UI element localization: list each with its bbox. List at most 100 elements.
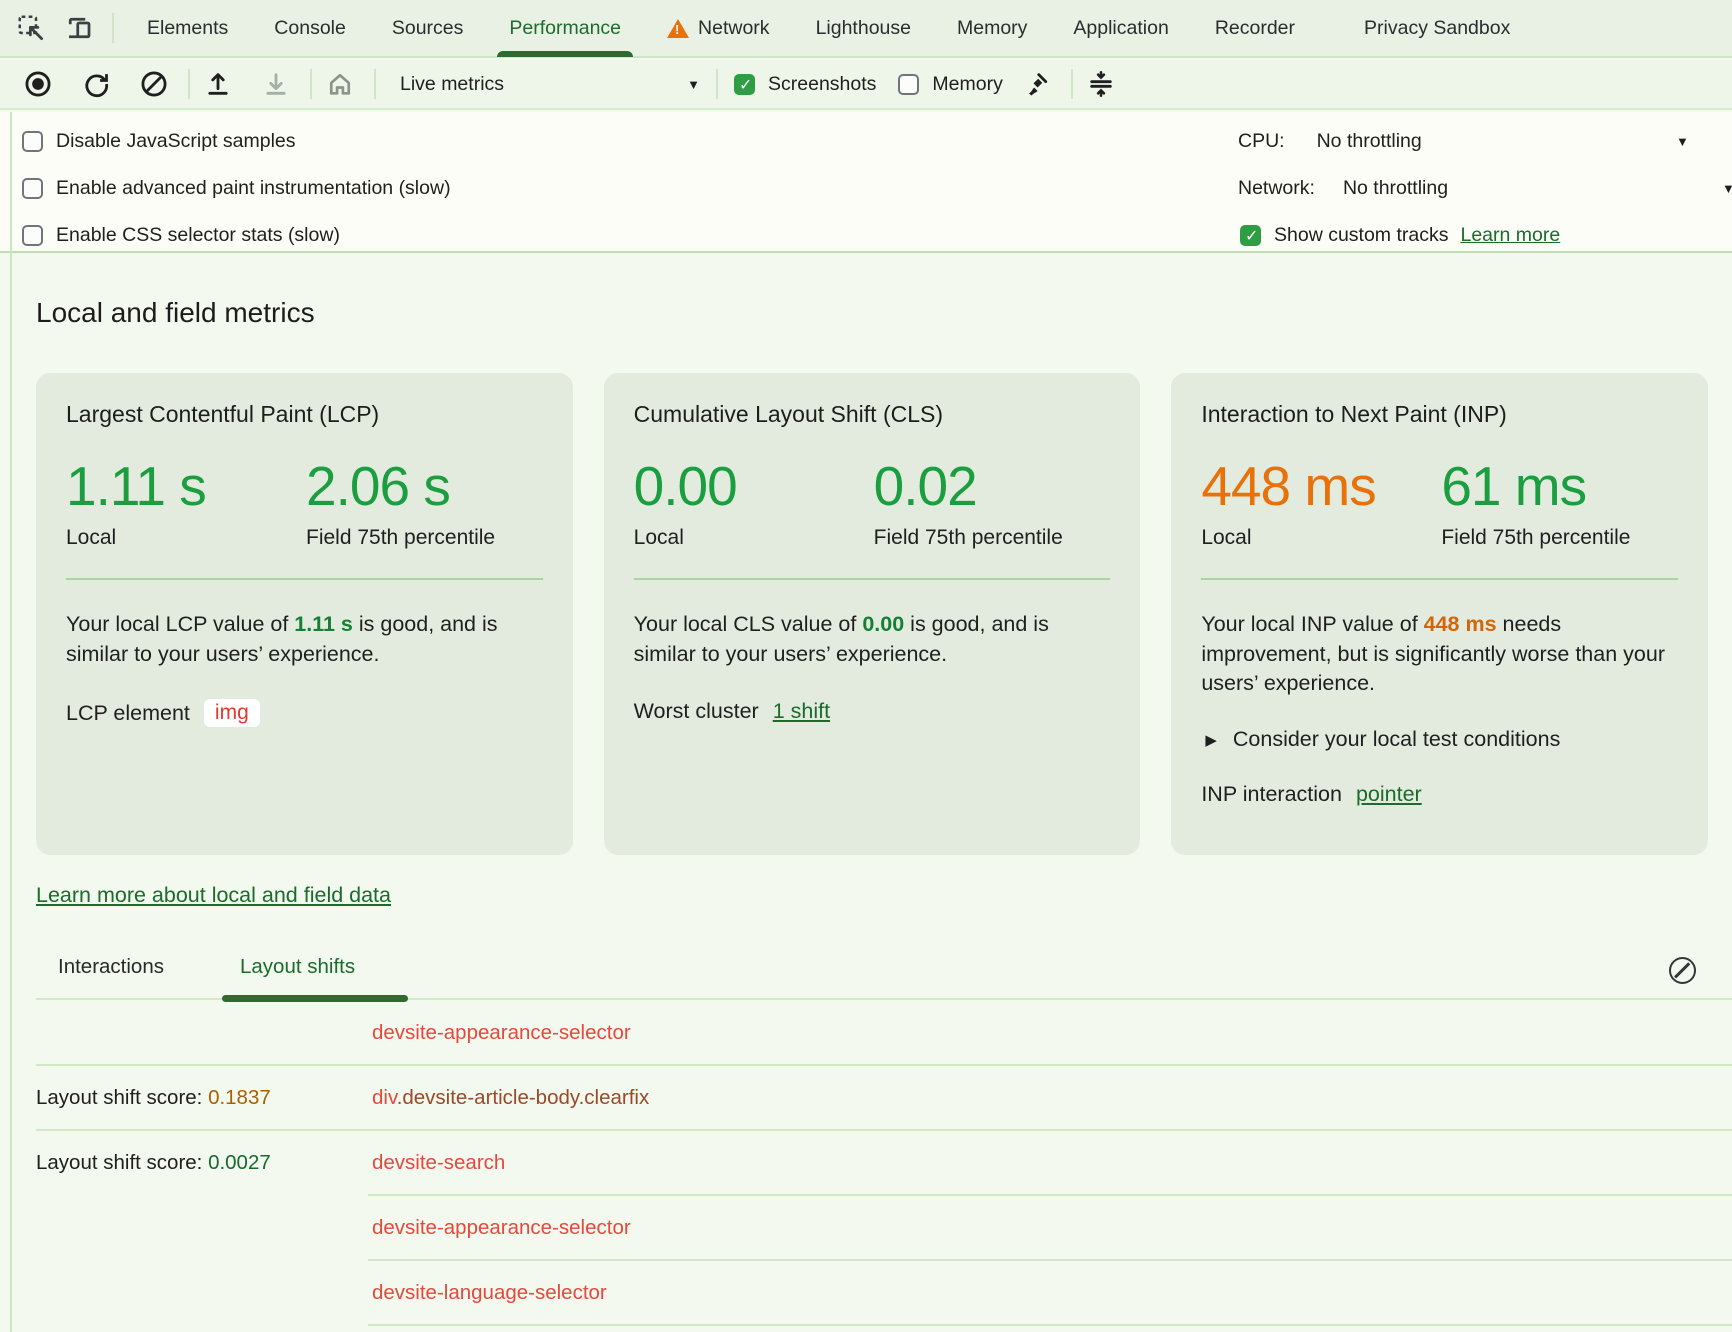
toolbar-separator [374,69,376,99]
disable-js-samples-label: Disable JavaScript samples [56,130,296,153]
shift-element-link[interactable]: div.devsite-article-body.clearfix [372,1086,649,1110]
screenshots-checkbox[interactable] [734,74,755,95]
download-profile-icon[interactable] [258,66,294,102]
worst-cluster-label: Worst cluster [634,699,759,724]
tab-elements[interactable]: Elements [141,0,234,57]
performance-toolbar: Live metrics ▼ Screenshots Memory [0,60,1732,110]
css-selector-stats-label: Enable CSS selector stats (slow) [56,224,340,247]
toggle-device-toolbar-icon[interactable] [62,11,96,45]
cpu-throttling-select[interactable]: No throttling [1317,130,1422,153]
chevron-down-icon: ▼ [1722,181,1732,196]
lcp-desc-value: 1.11 s [294,612,353,636]
chevron-down-icon: ▼ [687,77,700,92]
custom-tracks-label: Show custom tracks [1274,224,1448,247]
tab-application[interactable]: Application [1067,0,1174,57]
devtools-window: Elements Console Sources Performance Net… [0,0,1732,1332]
css-selector-stats-checkbox[interactable] [22,225,43,246]
logs-tab-bar: Interactions Layout shifts [0,955,1732,1001]
custom-tracks-checkbox[interactable] [1240,225,1261,246]
row-divider [36,1064,1732,1066]
record-button[interactable] [20,66,56,102]
inp-interaction-link[interactable]: pointer [1356,782,1422,807]
worst-cluster-link[interactable]: 1 shift [773,699,830,724]
collapse-panel-icon[interactable] [1083,66,1119,102]
cls-local-label: Local [634,524,874,552]
memory-label: Memory [932,73,1002,96]
advanced-paint-checkbox[interactable] [22,178,43,199]
advanced-paint-row[interactable]: Enable advanced paint instrumentation (s… [22,177,451,200]
memory-checkbox[interactable] [898,74,919,95]
tab-sources[interactable]: Sources [386,0,470,57]
metric-cards: Largest Contentful Paint (LCP) 1.11 s Lo… [36,373,1708,855]
clear-log-icon[interactable] [1669,957,1696,984]
layout-shift-row: devsite-appearance-selector [0,1211,1732,1244]
tab-performance[interactable]: Performance [503,0,627,57]
cls-desc-value: 0.00 [862,612,904,636]
chevron-down-icon: ▼ [1676,134,1689,149]
cls-card-title: Cumulative Layout Shift (CLS) [634,401,1111,428]
disable-js-samples-checkbox[interactable] [22,131,43,152]
tab-network-label: Network [698,17,770,40]
shift-score-value: 0.1837 [208,1086,271,1109]
tab-privacy-sandbox[interactable]: Privacy Sandbox [1358,0,1516,57]
panel-mode-select[interactable]: Live metrics ▼ [400,73,700,96]
network-throttling-select[interactable]: No throttling [1343,177,1448,200]
upload-profile-icon[interactable] [200,66,236,102]
reload-and-record-button[interactable] [78,66,114,102]
inspect-element-icon[interactable] [14,11,48,45]
lcp-field-label: Field 75th percentile [306,524,496,552]
toolbar-separator [310,69,312,99]
disable-js-samples-row[interactable]: Disable JavaScript samples [22,130,296,153]
cls-card: Cumulative Layout Shift (CLS) 0.00 Local… [604,373,1141,855]
tab-memory[interactable]: Memory [951,0,1033,57]
layout-shift-row: Layout shift score: 0.1837 div.devsite-a… [0,1081,1732,1114]
css-selector-stats-row[interactable]: Enable CSS selector stats (slow) [22,224,340,247]
tab-network[interactable]: Network [661,0,776,57]
collect-garbage-icon[interactable] [1019,66,1055,102]
row-divider [36,1129,1732,1131]
shift-element-link[interactable]: devsite-search [372,1151,505,1175]
tab-layout-shifts[interactable]: Layout shifts [240,955,355,979]
panel-mode-value: Live metrics [400,73,504,96]
shift-element-link[interactable]: devsite-language-selector [372,1281,607,1305]
network-throttling-row: Network: No throttling ▼ [1238,177,1732,200]
cls-local-value: 0.00 [634,458,874,516]
lcp-card: Largest Contentful Paint (LCP) 1.11 s Lo… [36,373,573,855]
lcp-field-value: 2.06 s [306,458,496,516]
inp-local-label: Local [1201,524,1441,552]
tab-console[interactable]: Console [268,0,352,57]
inp-field-value: 61 ms [1441,458,1631,516]
devtools-tab-bar: Elements Console Sources Performance Net… [0,0,1732,58]
clear-button[interactable] [136,66,172,102]
custom-tracks-learn-more-link[interactable]: Learn more [1460,224,1560,247]
inp-card: Interaction to Next Paint (INP) 448 ms L… [1171,373,1708,855]
shift-element-link[interactable]: devsite-appearance-selector [372,1216,631,1240]
toolbar-separator [188,69,190,99]
lcp-local-label: Local [66,524,306,552]
tab-recorder[interactable]: Recorder [1209,0,1301,57]
shift-score: Layout shift score: 0.1837 [36,1086,372,1110]
row-divider [368,1194,1732,1196]
inp-local-value: 448 ms [1201,458,1441,516]
custom-tracks-row[interactable]: Show custom tracks Learn more [1240,224,1560,247]
tab-lighthouse[interactable]: Lighthouse [810,0,917,57]
toolbar-separator [1071,69,1073,99]
memory-checkbox-row[interactable]: Memory [898,73,1002,96]
cls-description: Your local CLS value of 0.00 is good, an… [634,610,1111,669]
layout-shift-row: Layout shift score: 0.0027 devsite-searc… [0,1146,1732,1179]
screenshots-checkbox-row[interactable]: Screenshots [734,73,876,96]
card-divider [1201,578,1678,580]
tab-interactions[interactable]: Interactions [58,955,164,979]
shift-score-value: 0.0027 [208,1151,271,1174]
lcp-element-label: LCP element [66,701,190,726]
local-test-conditions-disclosure[interactable]: ▶ Consider your local test conditions [1201,727,1678,752]
learn-more-field-data-link[interactable]: Learn more about local and field data [36,883,391,908]
toolbar-separator [716,69,718,99]
lcp-local-value: 1.11 s [66,458,306,516]
layout-shift-row: devsite-appearance-selector [0,1016,1732,1049]
screenshots-label: Screenshots [768,73,876,96]
shift-element-link[interactable]: devsite-appearance-selector [372,1021,631,1045]
home-live-metrics-icon[interactable] [322,66,358,102]
warning-icon [667,19,689,38]
lcp-element-node-link[interactable]: img [204,699,260,727]
